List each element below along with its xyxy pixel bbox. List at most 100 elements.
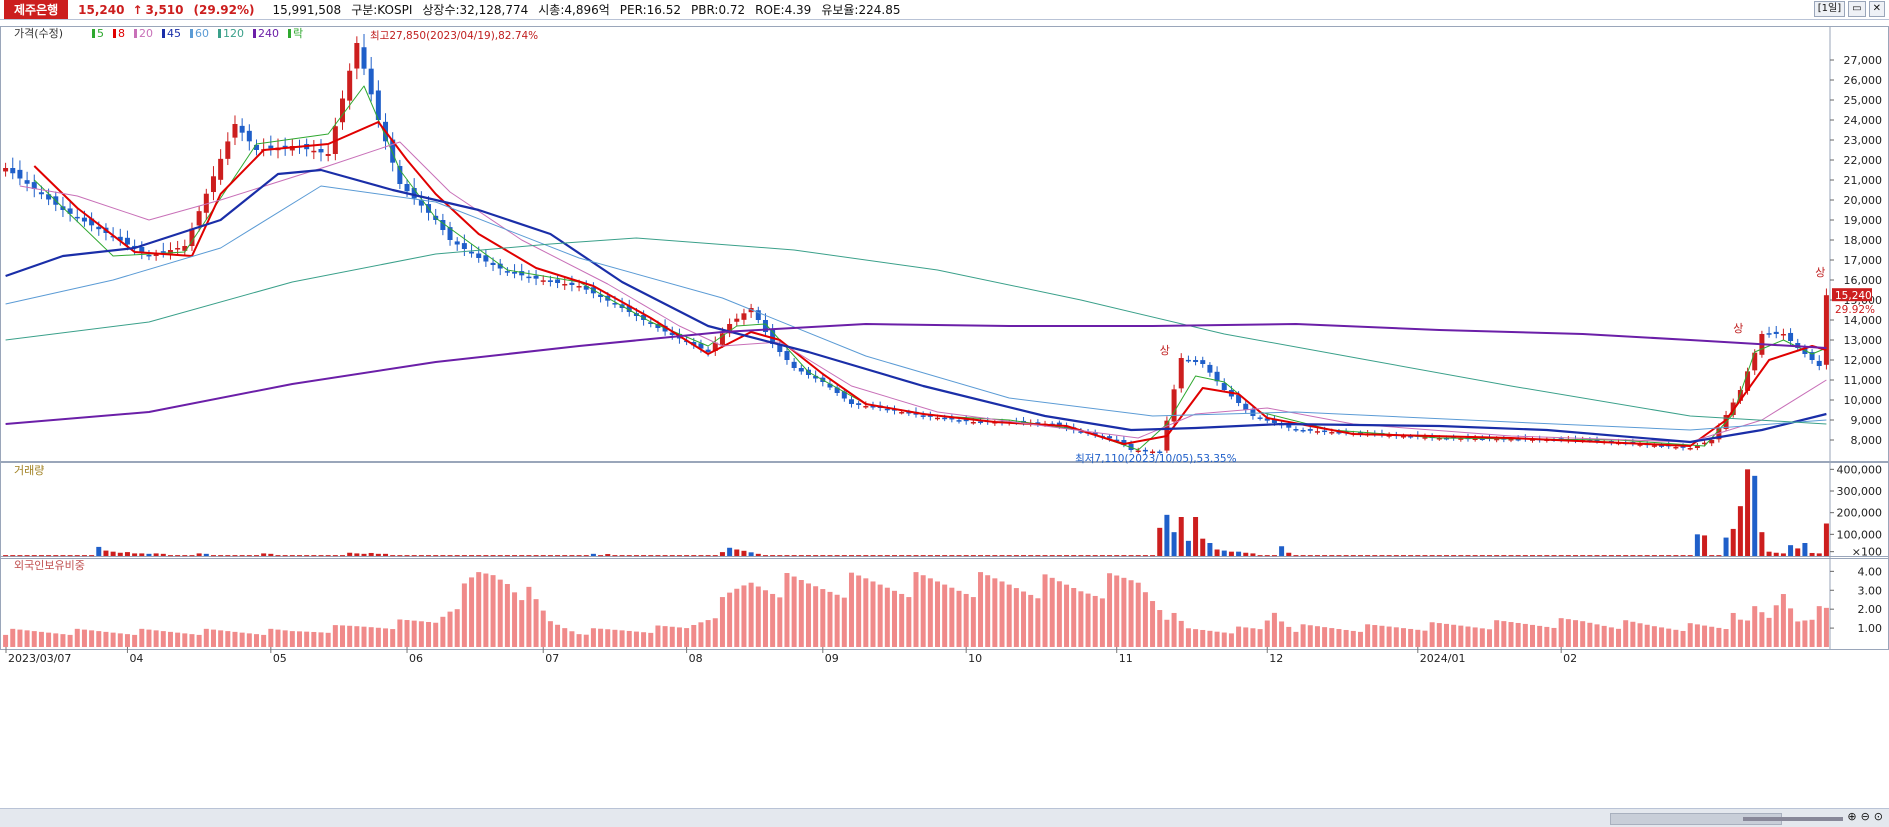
candle-body — [361, 47, 367, 69]
foreign-bar — [390, 629, 396, 647]
volume-bar — [46, 555, 52, 557]
foreign-bar — [927, 578, 933, 647]
candle — [719, 327, 725, 348]
candle — [261, 138, 267, 157]
foreign-bar — [1107, 573, 1113, 647]
volume-bar — [1816, 553, 1822, 556]
y-tick-label: 14,000 — [1844, 314, 1883, 327]
candle-body — [1472, 438, 1478, 440]
candle-body — [970, 422, 976, 424]
volume-bar — [447, 555, 453, 557]
last-price-box — [1832, 288, 1872, 302]
foreign-bar — [397, 619, 403, 647]
foreign-bar — [1343, 629, 1349, 647]
volume-bar — [325, 555, 331, 557]
candle-body — [834, 387, 840, 393]
legend-swatch — [92, 29, 95, 38]
listed-shares: 상장수:32,128,774 — [422, 3, 529, 17]
volume-bar — [1666, 555, 1672, 557]
foreign-bar — [1486, 629, 1492, 647]
foreign-bar — [1393, 627, 1399, 647]
foreign-bar — [1099, 598, 1105, 647]
volume-bar — [540, 555, 546, 557]
volume-bar — [748, 552, 754, 556]
candle-body — [1443, 438, 1449, 440]
stock-chart[interactable]: 27,000 26,000 25,000 24,000 23,000 22,000 21,0… — [0, 20, 1889, 808]
candle — [325, 145, 331, 162]
foreign-bar — [798, 580, 804, 647]
foreign-bar — [1300, 624, 1306, 647]
foreign-bar — [1329, 628, 1335, 647]
foreign-bar — [440, 616, 446, 647]
foreign-bar — [1350, 630, 1356, 647]
foreign-bar — [1243, 627, 1249, 647]
foreign-bar — [1365, 624, 1371, 647]
volume-bar — [1322, 555, 1328, 557]
candle-body — [791, 361, 797, 368]
volume-bar — [583, 555, 589, 557]
volume-bar — [1458, 555, 1464, 557]
foreign-bar — [942, 584, 948, 647]
foreign-bar — [1021, 591, 1027, 647]
volume-bar — [1243, 552, 1249, 556]
period-selector[interactable]: [1일] — [1813, 1, 1846, 17]
volume-bar — [633, 555, 639, 557]
zoom-in-icon[interactable]: ⊕ — [1847, 810, 1857, 823]
candle-body — [1680, 446, 1686, 448]
foreign-bar — [605, 629, 611, 647]
candle-body — [633, 313, 639, 316]
foreign-bar — [246, 633, 252, 647]
zoom-reset-icon[interactable]: ⊙ — [1873, 810, 1883, 823]
foreign-bar — [1573, 620, 1579, 647]
foreign-bar — [1709, 626, 1715, 647]
candle-body — [282, 145, 288, 148]
chart-scrollbar[interactable]: ⊕ ⊖ ⊙ — [0, 808, 1889, 827]
zoom-slider[interactable] — [1743, 817, 1844, 821]
foreign-bar — [469, 577, 475, 647]
candle-body — [512, 272, 518, 274]
stock-name[interactable]: 제주은행 — [4, 0, 69, 19]
volume-bar — [1759, 532, 1765, 556]
restore-icon[interactable]: ▭ — [1848, 1, 1866, 17]
volume-bar — [1565, 555, 1571, 557]
legend-label-45: 45 — [167, 27, 181, 40]
current-price: 15,240 — [78, 2, 125, 17]
foreign-bar — [1745, 620, 1751, 647]
foreign-bar — [1286, 626, 1292, 647]
foreign-bar — [805, 583, 811, 647]
volume-bar — [1788, 545, 1794, 556]
volume-bar — [1092, 555, 1098, 557]
foreign-bar — [10, 628, 16, 647]
volume-bar — [117, 552, 123, 556]
volume-bar — [246, 555, 252, 557]
candle-body — [712, 342, 718, 351]
candle — [139, 241, 145, 260]
volume-bar — [1573, 555, 1579, 557]
foreign-bar — [612, 629, 618, 647]
foreign-bar — [1795, 621, 1801, 647]
candle-body — [225, 141, 231, 159]
volume-bar — [311, 555, 317, 557]
foreign-bar — [1623, 620, 1629, 647]
foreign-bar — [361, 626, 367, 647]
candle-body — [1336, 432, 1342, 434]
zoom-out-icon[interactable]: ⊖ — [1860, 810, 1870, 823]
zoom-controls: ⊕ ⊖ ⊙ — [1743, 810, 1883, 823]
volume-bar — [1702, 535, 1708, 556]
volume-bar — [110, 551, 116, 556]
volume-bar — [218, 555, 224, 557]
volume-bar — [755, 553, 761, 556]
candle-body — [440, 220, 446, 230]
volume-bar — [383, 553, 389, 556]
close-icon[interactable]: ✕ — [1868, 1, 1885, 17]
candle — [1809, 349, 1815, 364]
window-controls: [1일] ▭ ✕ — [1813, 1, 1885, 17]
volume-bar — [304, 555, 310, 557]
candle-body — [1250, 408, 1256, 416]
foreign-bar — [712, 618, 718, 647]
volume-bar — [519, 555, 525, 557]
candle — [31, 174, 37, 198]
volume-bar — [1207, 543, 1213, 556]
foreign-bar — [1193, 629, 1199, 647]
foreign-bar — [1013, 588, 1019, 647]
